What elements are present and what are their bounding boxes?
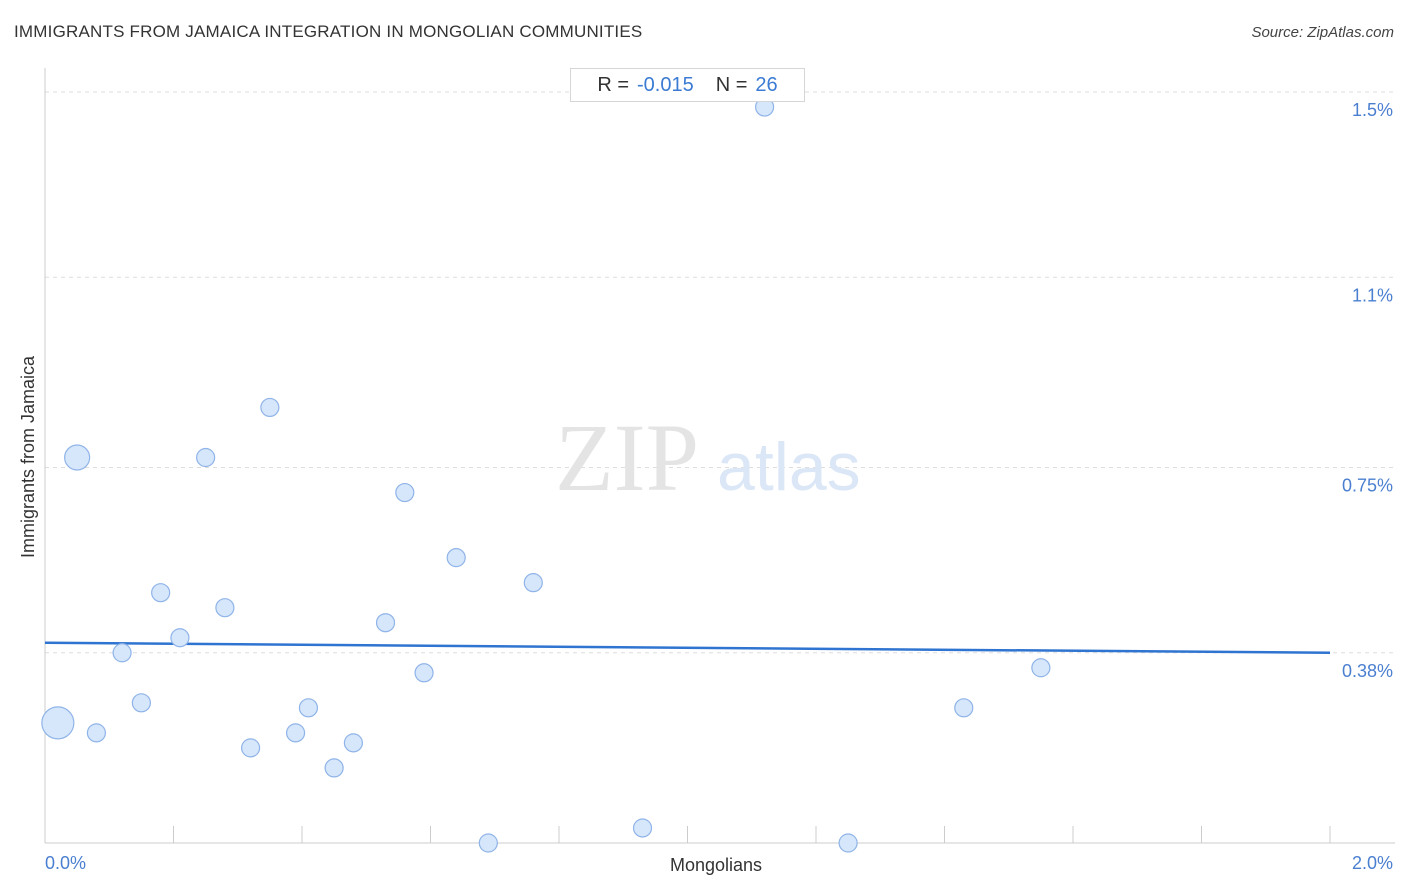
tick-labels: 0.38% 0.75% 1.1% 1.5% 0.0% 2.0% [45, 100, 1393, 873]
data-point [523, 573, 543, 593]
y-tick-label: 1.1% [1352, 285, 1393, 305]
data-point [86, 723, 107, 743]
data-point [285, 723, 306, 743]
data-point [41, 706, 75, 740]
stats-box: R = -0.015 N = 26 [570, 68, 805, 102]
data-point [241, 738, 261, 758]
data-point [64, 444, 91, 471]
data-point [343, 733, 363, 753]
r-value: -0.015 [637, 73, 694, 96]
x-tick-label: 2.0% [1352, 853, 1393, 873]
trendline-group [44, 641, 1331, 655]
grid [45, 91, 1395, 654]
data-point [414, 663, 434, 683]
x-tick-label: 0.0% [45, 853, 86, 873]
y-axis-label: Immigrants from Jamaica [18, 355, 38, 558]
data-point [478, 833, 498, 853]
watermark-zip: ZIP [555, 404, 699, 511]
n-label: N = [715, 73, 748, 96]
x-axis-label: Mongolians [670, 855, 762, 875]
data-point [196, 447, 216, 468]
points [41, 97, 1051, 853]
data-point [112, 643, 132, 663]
data-point [215, 598, 235, 618]
n-value: 26 [755, 73, 778, 96]
y-tick-label: 0.38% [1342, 661, 1393, 681]
chart-title: IMMIGRANTS FROM JAMAICA INTEGRATION IN M… [14, 22, 643, 41]
data-point [131, 693, 151, 713]
data-point [1031, 658, 1051, 678]
watermark: ZIP atlas [555, 404, 861, 511]
data-point [838, 833, 858, 853]
data-point [170, 628, 190, 648]
watermark-atlas: atlas [717, 429, 861, 505]
data-point [632, 818, 653, 838]
data-point [375, 613, 396, 633]
data-point [151, 583, 171, 603]
data-point [298, 698, 319, 718]
source-label: Source: ZipAtlas.com [1251, 24, 1394, 41]
data-point [324, 758, 344, 778]
data-point [395, 482, 415, 503]
data-point [954, 698, 974, 718]
data-point [446, 548, 466, 568]
y-tick-label: 1.5% [1352, 100, 1393, 120]
r-label: R = [597, 73, 630, 96]
data-point [260, 397, 280, 418]
trendline [44, 641, 1331, 655]
y-tick-label: 0.75% [1342, 476, 1393, 496]
